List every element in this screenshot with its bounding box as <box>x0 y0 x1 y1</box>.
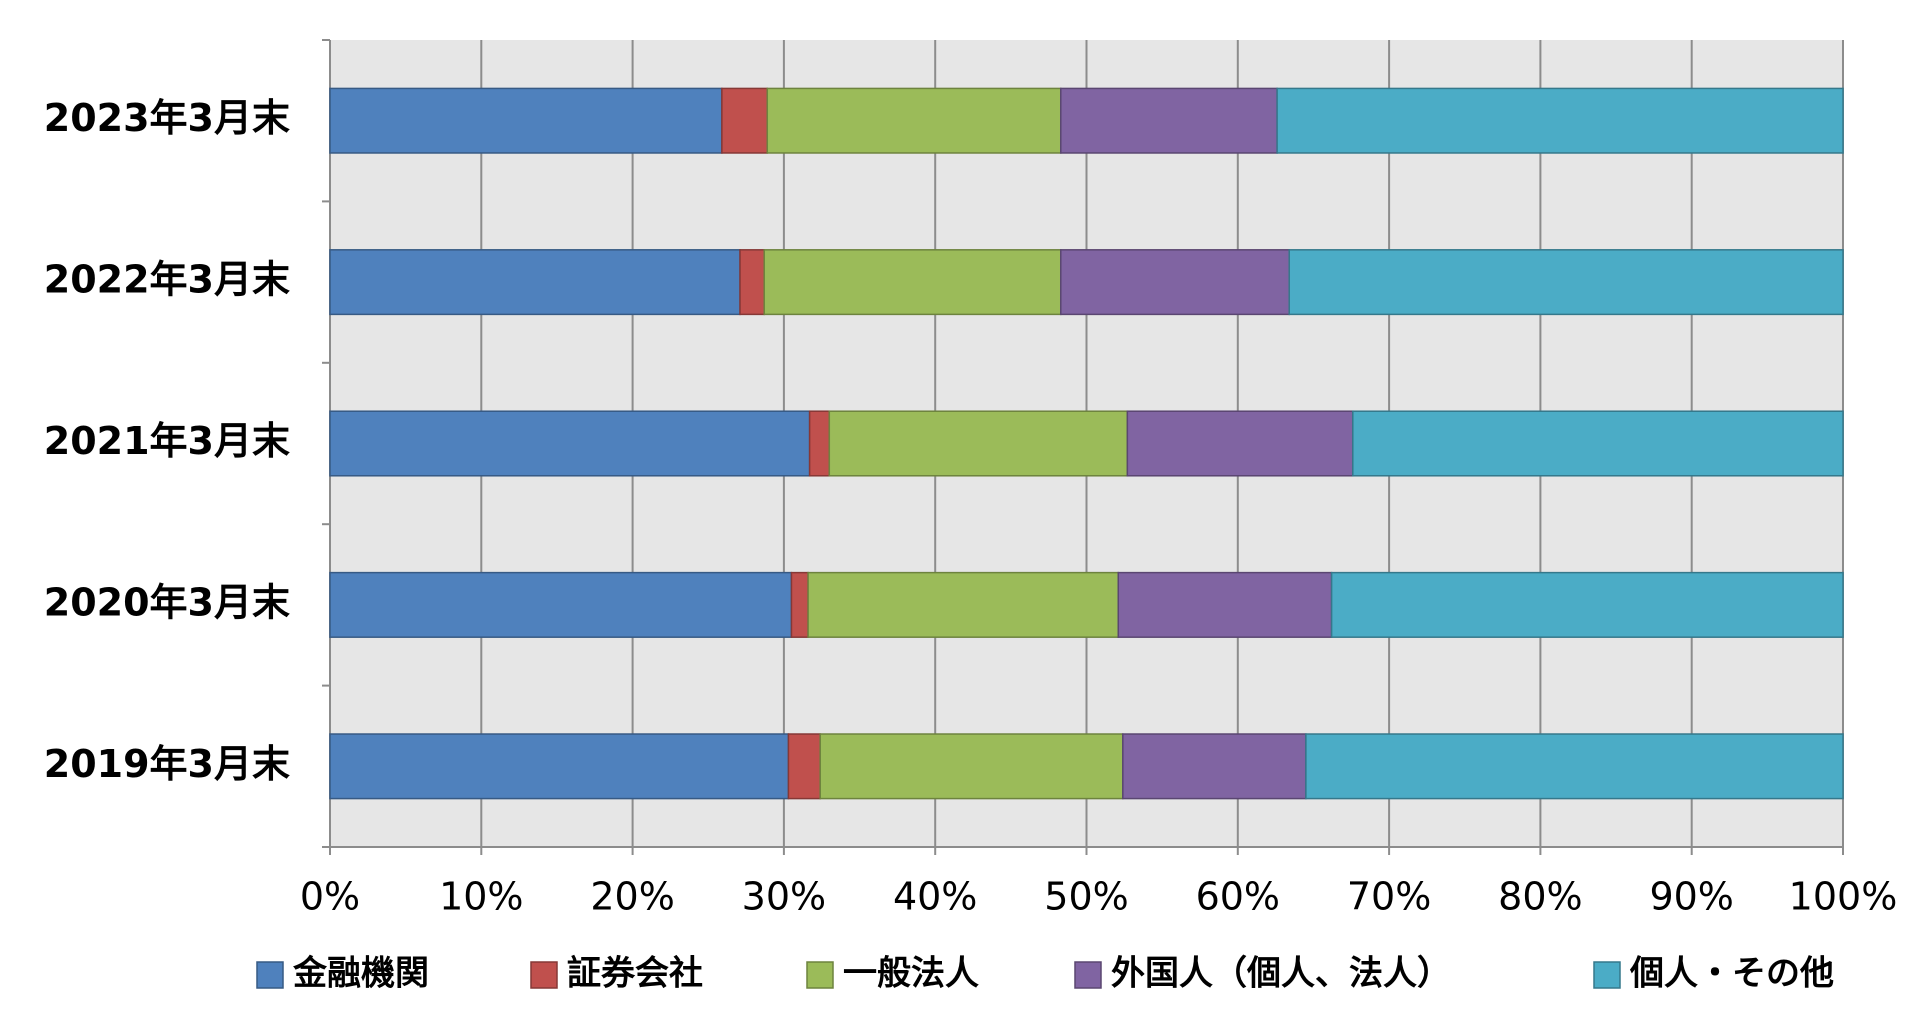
bar-segment <box>329 410 811 477</box>
bar-segment <box>739 249 765 316</box>
legend-swatch <box>530 961 558 989</box>
legend-label: 金融機関 <box>292 954 429 994</box>
x-tick-label: 40% <box>893 875 977 919</box>
legend-swatch <box>806 961 834 989</box>
x-tick-label: 80% <box>1498 875 1582 919</box>
x-tick-label: 10% <box>439 875 523 919</box>
legend-label: 証券会社 <box>567 954 703 994</box>
y-tick-label: 2020年3月末 <box>44 580 290 624</box>
bar-segment <box>1126 410 1354 477</box>
bar-segment <box>1352 410 1844 477</box>
x-tick-label: 30% <box>742 875 826 919</box>
x-tick-label: 20% <box>590 875 674 919</box>
x-tick-label: 0% <box>300 875 360 919</box>
bar-segment <box>787 733 821 800</box>
bar-segment <box>1060 87 1278 154</box>
legend-swatch <box>1593 961 1621 989</box>
x-tick-label: 50% <box>1044 875 1128 919</box>
bar-segment <box>763 249 1062 316</box>
x-tick-label: 70% <box>1347 875 1431 919</box>
legend-label: 一般法人 <box>843 954 979 994</box>
legend-label: 個人・その他 <box>1629 954 1834 994</box>
y-tick-label: 2022年3月末 <box>44 258 290 302</box>
bar-segment <box>766 87 1062 154</box>
bar-segment <box>329 249 741 316</box>
bar-segment <box>1276 87 1844 154</box>
bar-segment <box>1288 249 1844 316</box>
bar-segment <box>1122 733 1307 800</box>
bar-segment <box>1330 571 1844 638</box>
bar-segment <box>329 571 793 638</box>
y-tick-label: 2021年3月末 <box>44 419 290 463</box>
bar-segment <box>819 733 1124 800</box>
bar-segment <box>1060 249 1290 316</box>
bar-segment <box>721 87 769 154</box>
bar-segment <box>808 410 831 477</box>
legend-label: 外国人（個人、法人） <box>1111 954 1451 994</box>
bar-segment <box>1305 733 1844 800</box>
bar-segment <box>329 733 790 800</box>
bar-segment <box>790 571 809 638</box>
bar-segment <box>828 410 1129 477</box>
bar-segment <box>329 87 723 154</box>
x-tick-label: 60% <box>1196 875 1280 919</box>
bar-segment <box>807 571 1120 638</box>
legend-swatch <box>256 961 284 989</box>
legend-swatch <box>1074 961 1102 989</box>
x-tick-label: 100% <box>1789 875 1898 919</box>
y-tick-label: 2023年3月末 <box>44 96 290 140</box>
bar-segment <box>1117 571 1333 638</box>
y-tick-label: 2019年3月末 <box>44 742 290 786</box>
x-tick-label: 90% <box>1649 875 1733 919</box>
